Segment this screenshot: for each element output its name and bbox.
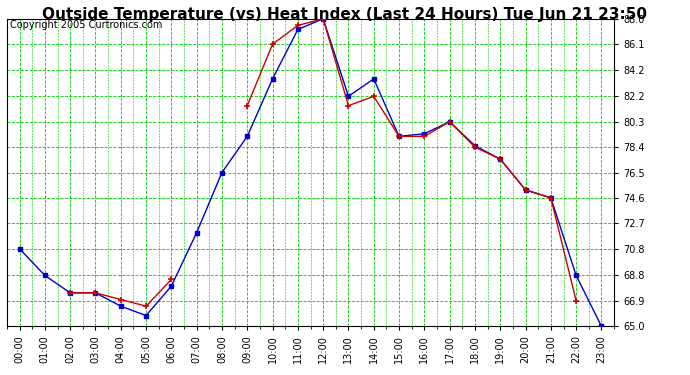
Text: Outside Temperature (vs) Heat Index (Last 24 Hours) Tue Jun 21 23:50: Outside Temperature (vs) Heat Index (Las…: [43, 8, 647, 22]
Text: Copyright 2005 Curtronics.com: Copyright 2005 Curtronics.com: [10, 20, 162, 30]
